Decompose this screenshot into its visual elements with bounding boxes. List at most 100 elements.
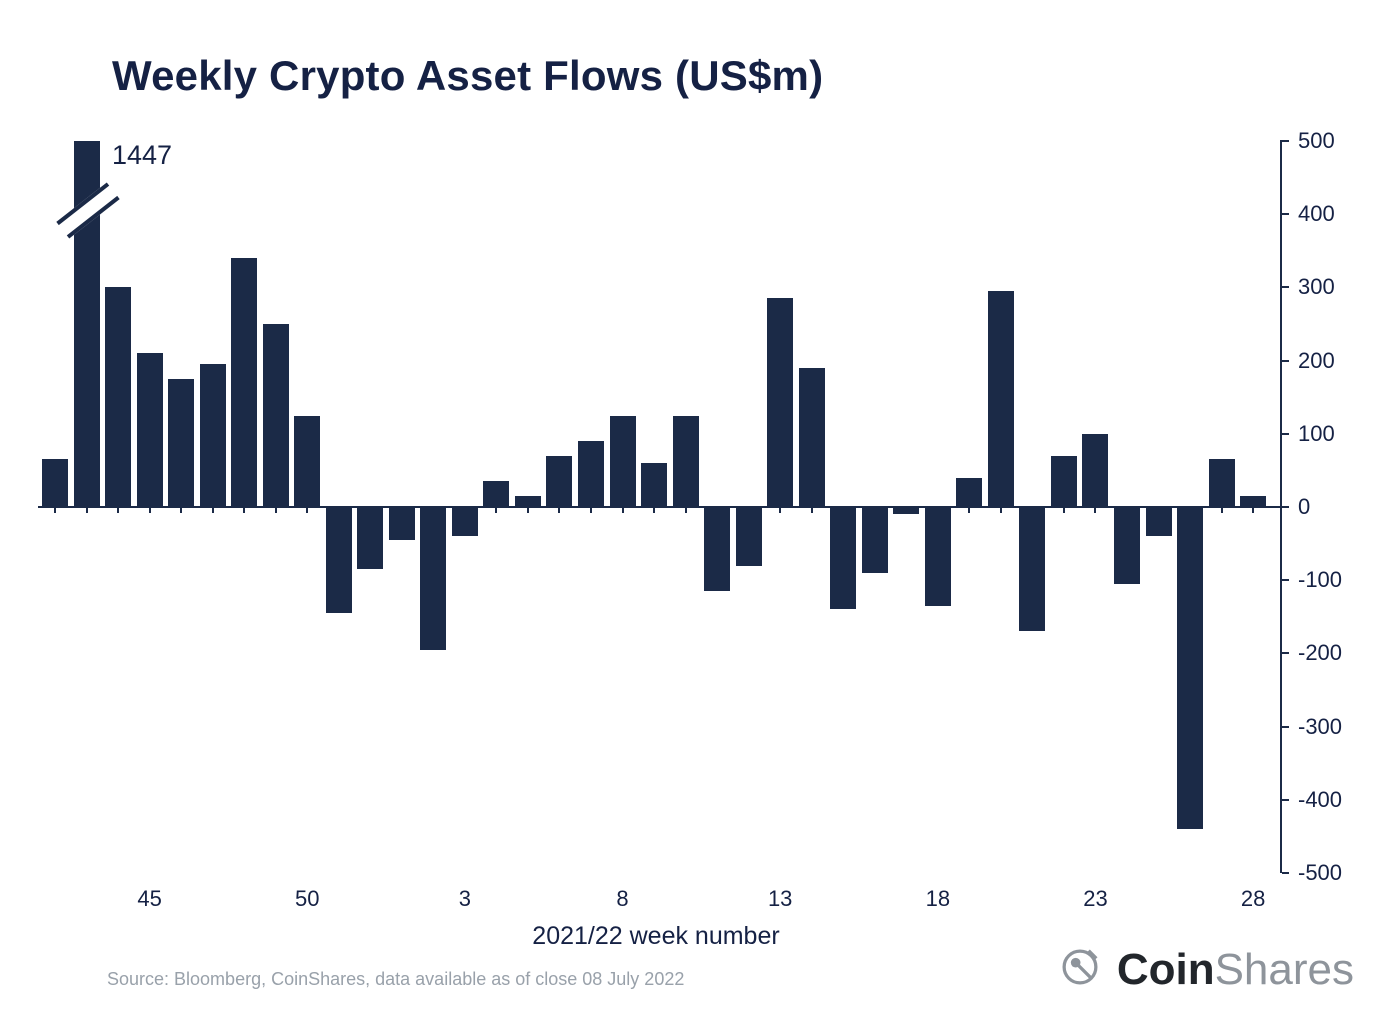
bar-week-23 bbox=[1082, 433, 1109, 507]
x-tick-week-50 bbox=[306, 508, 309, 513]
bar-week-14 bbox=[798, 367, 825, 507]
y-tick-label--500: -500 bbox=[1298, 860, 1343, 885]
y-tick-label-0: 0 bbox=[1298, 494, 1311, 519]
bar-week-2 bbox=[420, 507, 447, 650]
coinshares-logo-icon bbox=[1055, 942, 1105, 997]
bar-week-46 bbox=[168, 378, 195, 507]
bar-week-28 bbox=[1240, 496, 1267, 507]
y-tick-label-400: 400 bbox=[1298, 201, 1335, 227]
bar-week-27 bbox=[1208, 459, 1235, 507]
bar-week-15 bbox=[830, 507, 857, 610]
bar-week-10 bbox=[672, 415, 699, 507]
x-tick-week-28 bbox=[1252, 508, 1255, 513]
coinshares-logo-text: CoinShares bbox=[1116, 944, 1354, 994]
x-tick-label-23: 23 bbox=[1083, 886, 1108, 911]
source-note: Source: Bloomberg, CoinShares, data avai… bbox=[107, 969, 685, 989]
x-tick-label-3: 3 bbox=[458, 886, 471, 911]
bar-week-44 bbox=[105, 287, 132, 507]
y-tick-300 bbox=[1282, 286, 1289, 289]
coinshares-logo: CoinShares bbox=[1055, 942, 1354, 997]
logo-text-coin: Coin bbox=[1116, 944, 1215, 994]
y-tick-100 bbox=[1282, 432, 1289, 435]
bar-week-45 bbox=[136, 353, 163, 507]
bar-week-50 bbox=[294, 415, 321, 507]
x-tick-week-46 bbox=[180, 508, 183, 513]
bar-week-18 bbox=[924, 507, 951, 606]
y-tick-label-500: 500 bbox=[1298, 128, 1335, 153]
x-tick-week-49 bbox=[274, 508, 277, 513]
bar-week-12 bbox=[735, 507, 762, 566]
x-tick-week-22 bbox=[1062, 508, 1065, 513]
y-tick-label-200: 200 bbox=[1298, 347, 1335, 373]
y-tick-label--200: -200 bbox=[1298, 640, 1343, 666]
x-tick-week-45 bbox=[148, 508, 151, 513]
x-tick-week-13 bbox=[779, 508, 782, 513]
x-tick-label-45: 45 bbox=[137, 886, 162, 911]
bar-week-3 bbox=[451, 507, 478, 537]
bar-week-16 bbox=[861, 507, 888, 573]
x-tick-label-18: 18 bbox=[925, 886, 951, 911]
x-tick-week-8 bbox=[621, 508, 624, 513]
y-tick-label-100: 100 bbox=[1298, 420, 1335, 446]
bar-week-52 bbox=[357, 507, 384, 570]
x-tick-week-4 bbox=[495, 508, 498, 513]
bar-week-42 bbox=[42, 459, 68, 507]
x-tick-week-9 bbox=[653, 508, 656, 513]
y-tick--300 bbox=[1282, 725, 1289, 728]
x-tick-week-23 bbox=[1094, 508, 1097, 513]
x-tick-week-6 bbox=[558, 508, 561, 513]
x-tick-label-13: 13 bbox=[767, 886, 793, 911]
bar-week-21 bbox=[1019, 507, 1046, 632]
y-tick--100 bbox=[1282, 579, 1289, 582]
x-tick-week-42 bbox=[54, 508, 56, 513]
bar-week-51 bbox=[325, 507, 352, 614]
logo-text-shares: Shares bbox=[1214, 944, 1354, 994]
x-axis-zero-line bbox=[38, 506, 1280, 508]
bar-week-48 bbox=[231, 258, 258, 507]
bar-week-47 bbox=[199, 364, 226, 507]
bar-week-8 bbox=[609, 415, 636, 507]
y-tick--200 bbox=[1282, 652, 1289, 655]
bar-week-19 bbox=[956, 477, 983, 507]
max-bar-annotation: 1447 bbox=[112, 140, 173, 170]
x-tick-week-48 bbox=[243, 508, 246, 513]
y-tick-0 bbox=[1282, 506, 1289, 508]
x-tick-week-43 bbox=[85, 508, 88, 513]
y-tick-500 bbox=[1282, 140, 1289, 142]
bar-week-13 bbox=[767, 298, 794, 507]
y-tick-label--100: -100 bbox=[1298, 567, 1343, 593]
bar-week-5 bbox=[514, 496, 541, 507]
y-axis-line bbox=[1280, 140, 1282, 873]
y-tick--400 bbox=[1282, 798, 1289, 801]
y-tick--500 bbox=[1282, 872, 1289, 874]
x-tick-week-19 bbox=[968, 508, 971, 513]
x-tick-week-7 bbox=[590, 508, 592, 513]
bar-week-17 bbox=[893, 507, 920, 515]
bar-week-4 bbox=[483, 481, 510, 507]
y-tick-400 bbox=[1282, 213, 1289, 216]
y-tick-200 bbox=[1282, 359, 1289, 362]
y-tick-label-300: 300 bbox=[1298, 274, 1335, 300]
x-tick-week-27 bbox=[1220, 508, 1223, 513]
x-tick-week-20 bbox=[999, 508, 1002, 513]
bar-week-24 bbox=[1114, 507, 1141, 584]
x-tick-label-28: 28 bbox=[1240, 886, 1266, 911]
chart-title: Weekly Crypto Asset Flows (US$m) bbox=[112, 52, 824, 100]
x-axis-title: 2021/22 week number bbox=[532, 922, 780, 950]
bar-week-11 bbox=[704, 507, 731, 592]
y-tick-label--400: -400 bbox=[1298, 786, 1343, 812]
y-tick-label--300: -300 bbox=[1298, 713, 1343, 739]
x-tick-week-47 bbox=[211, 508, 214, 513]
bar-week-9 bbox=[641, 463, 668, 507]
bar-week-22 bbox=[1050, 455, 1077, 507]
x-tick-week-14 bbox=[810, 508, 813, 513]
x-tick-week-44 bbox=[117, 508, 120, 513]
bar-week-25 bbox=[1145, 507, 1172, 537]
bar-week-6 bbox=[546, 455, 573, 507]
x-tick-label-8: 8 bbox=[616, 886, 629, 911]
bar-week-7 bbox=[578, 441, 604, 507]
bar-week-49 bbox=[262, 324, 289, 507]
x-tick-week-5 bbox=[526, 508, 529, 513]
bar-week-20 bbox=[987, 291, 1014, 507]
